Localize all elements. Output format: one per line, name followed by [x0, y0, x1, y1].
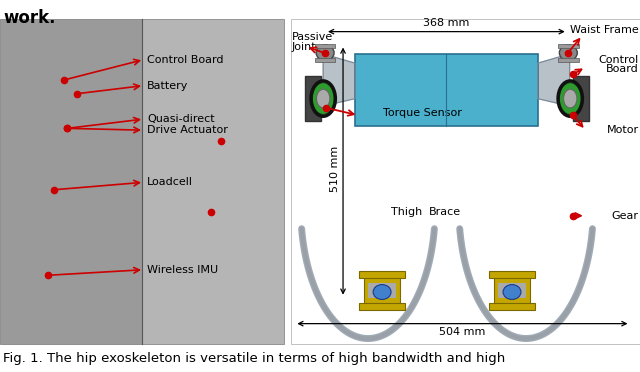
Ellipse shape	[559, 83, 581, 114]
FancyBboxPatch shape	[365, 272, 400, 308]
FancyBboxPatch shape	[490, 272, 535, 278]
Ellipse shape	[317, 89, 330, 108]
Text: Quasi-direct: Quasi-direct	[147, 114, 215, 124]
FancyBboxPatch shape	[498, 283, 527, 298]
FancyBboxPatch shape	[367, 283, 397, 298]
Text: Motor: Motor	[607, 125, 639, 135]
Text: 510 mm: 510 mm	[330, 146, 340, 192]
Ellipse shape	[503, 285, 521, 299]
Text: Gear: Gear	[612, 211, 639, 221]
Text: Board: Board	[606, 64, 639, 74]
Text: Drive Actuator: Drive Actuator	[147, 125, 228, 135]
Polygon shape	[538, 54, 570, 106]
FancyBboxPatch shape	[142, 19, 284, 344]
FancyBboxPatch shape	[291, 19, 640, 344]
Text: Waist Frame: Waist Frame	[570, 25, 639, 35]
Text: Torque Sensor: Torque Sensor	[383, 109, 462, 118]
Text: Control Board: Control Board	[147, 55, 224, 64]
Text: Loadcell: Loadcell	[147, 177, 193, 187]
Text: Brace: Brace	[429, 207, 461, 217]
FancyBboxPatch shape	[355, 54, 538, 126]
Ellipse shape	[564, 89, 577, 108]
FancyBboxPatch shape	[305, 76, 321, 121]
Ellipse shape	[312, 83, 334, 114]
FancyBboxPatch shape	[0, 19, 142, 344]
Text: Thigh: Thigh	[391, 207, 422, 217]
Ellipse shape	[373, 285, 391, 299]
FancyBboxPatch shape	[495, 272, 530, 308]
FancyBboxPatch shape	[315, 44, 335, 48]
FancyBboxPatch shape	[573, 76, 589, 121]
FancyBboxPatch shape	[558, 58, 579, 62]
Polygon shape	[323, 54, 355, 106]
Text: Passive: Passive	[292, 32, 333, 42]
Text: Fig. 1. The hip exoskeleton is versatile in terms of high bandwidth and high: Fig. 1. The hip exoskeleton is versatile…	[3, 352, 506, 365]
Text: Battery: Battery	[147, 81, 189, 90]
Text: Wireless IMU: Wireless IMU	[147, 265, 218, 275]
Text: Joint: Joint	[292, 42, 316, 51]
Text: work.: work.	[3, 9, 56, 27]
FancyBboxPatch shape	[558, 44, 579, 48]
Text: 504 mm: 504 mm	[439, 327, 485, 337]
FancyBboxPatch shape	[490, 303, 535, 310]
FancyBboxPatch shape	[315, 58, 335, 62]
FancyBboxPatch shape	[360, 303, 405, 310]
Ellipse shape	[316, 45, 334, 61]
FancyBboxPatch shape	[360, 272, 405, 278]
Text: 368 mm: 368 mm	[423, 18, 469, 28]
Ellipse shape	[559, 45, 577, 61]
Text: Control: Control	[598, 55, 639, 64]
